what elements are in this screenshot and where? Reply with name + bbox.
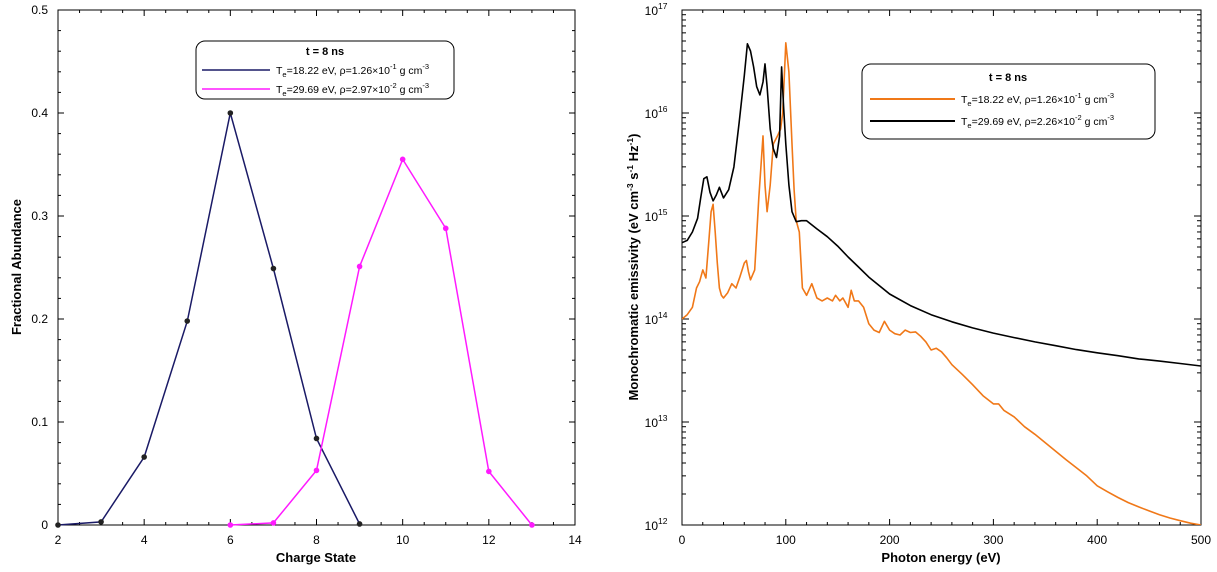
left-axis-ticks: 2 4 6 8 10 12 14 0 0.1 0.2 0.3 0.4 0.5 (31, 3, 582, 547)
left-series-1-point (356, 521, 363, 527)
left-series-2-point (227, 522, 234, 528)
right-y-tick-label: 10 (645, 4, 659, 18)
left-y-axis-label: Fractional Abundance (9, 199, 24, 335)
left-legend: t = 8 ns Te=18.22 eV, ρ=1.26×10-1 g cm-3… (195, 40, 455, 100)
right-y-tick-exponent: 16 (658, 104, 668, 114)
left-y-tick-label: 0.4 (31, 106, 48, 120)
right-y-tick-exponent: 12 (658, 516, 668, 526)
left-series-1-point (141, 454, 147, 460)
left-series-2-point (442, 225, 449, 232)
left-legend-box (195, 40, 455, 100)
right-y-tick-label: 10 (645, 107, 659, 121)
right-series-2-line (682, 42, 1201, 367)
right-series-group (682, 41, 1201, 525)
left-series-2-point (486, 468, 492, 475)
left-series-1-point (184, 318, 191, 324)
left-x-tick-label: 12 (482, 533, 496, 547)
left-series-1-point (227, 110, 234, 116)
left-x-tick-label: 14 (568, 533, 582, 547)
left-x-tick-label: 10 (396, 533, 410, 547)
left-x-axis-label: Charge State (276, 550, 356, 565)
right-x-axis-label: Photon energy (eV) (881, 550, 1000, 565)
right-y-tick-label: 10 (645, 313, 659, 327)
left-series-2-point (399, 156, 406, 163)
right-y-axis-label: Monochromatic emissivity (eV cm-3 s-1 Hz… (625, 134, 641, 401)
left-legend-title: t = 8 ns (306, 46, 344, 58)
right-series-1-line (682, 41, 1201, 525)
right-y-tick-exponent: 17 (658, 1, 668, 11)
left-series-2-line (230, 157, 533, 526)
left-y-tick-label: 0.5 (31, 3, 48, 17)
right-legend: t = 8 ns Te=18.22 eV, ρ=1.26×10-1 g cm-3… (861, 63, 1156, 140)
right-x-tick-label: 500 (1191, 533, 1211, 547)
right-x-tick-label: 400 (1087, 533, 1107, 547)
right-x-tick-label: 0 (679, 533, 686, 547)
left-series-1-point (270, 265, 277, 272)
left-y-tick-label: 0 (41, 518, 48, 532)
right-x-tick-label: 300 (983, 533, 1003, 547)
right-x-tick-label: 200 (880, 533, 900, 547)
left-x-tick-label: 8 (313, 533, 320, 547)
left-x-tick-label: 4 (141, 533, 148, 547)
right-y-tick-exponent: 15 (658, 207, 668, 217)
left-legend-entry-1: Te=18.22 eV, ρ=1.26×10-1 g cm-3 (276, 62, 429, 79)
left-series-1-line (57, 112, 361, 526)
right-plot-frame (681, 9, 1202, 526)
right-legend-entry-1: Te=18.22 eV, ρ=1.26×10-1 g cm-3 (961, 91, 1114, 108)
left-x-tick-label: 6 (227, 533, 234, 547)
right-x-tick-label: 100 (776, 533, 796, 547)
right-y-tick-label: 10 (645, 519, 659, 533)
left-series-2-point (270, 520, 277, 526)
right-legend-title: t = 8 ns (989, 72, 1027, 84)
left-series-1-point (313, 435, 320, 442)
left-series-2-point (313, 467, 320, 474)
left-y-tick-label: 0.1 (31, 415, 48, 429)
right-y-tick-label: 10 (645, 416, 659, 430)
left-x-tick-label: 2 (55, 533, 62, 547)
left-y-tick-label: 0.3 (31, 209, 48, 223)
left-series-2-point (356, 263, 363, 270)
left-series-1-point (55, 522, 61, 528)
left-series-group (55, 110, 535, 528)
left-legend-entry-2: Te=29.69 eV, ρ=2.97×10-2 g cm-3 (276, 81, 429, 98)
left-series-2-point (529, 522, 535, 528)
left-y-tick-label: 0.2 (31, 312, 48, 326)
right-legend-entry-2: Te=29.69 eV, ρ=2.26×10-2 g cm-3 (961, 113, 1114, 130)
right-y-tick-exponent: 13 (658, 413, 668, 423)
right-y-tick-exponent: 14 (658, 310, 668, 320)
left-series-1-point (98, 519, 104, 525)
right-y-tick-label: 10 (645, 210, 659, 224)
